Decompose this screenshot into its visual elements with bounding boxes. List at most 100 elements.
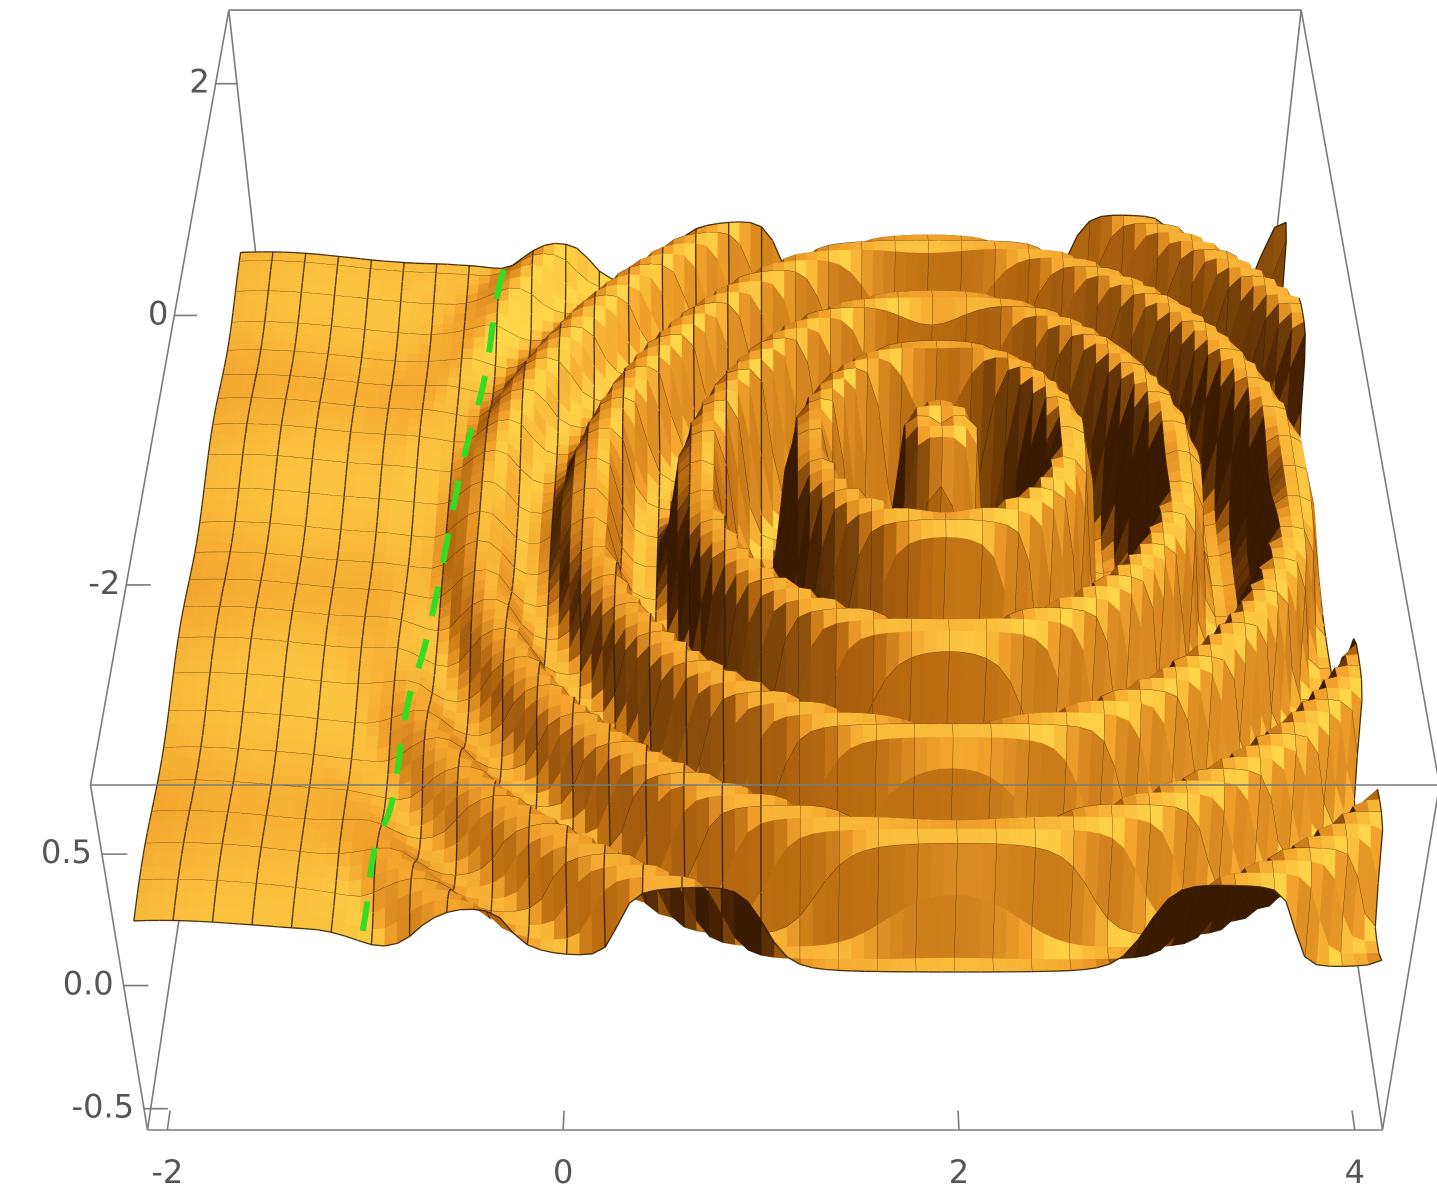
- surface-patch: [336, 266, 348, 277]
- surface-patch: [243, 444, 256, 455]
- surface-patch: [418, 447, 430, 459]
- surface-patch: [437, 377, 449, 386]
- surface-patch: [279, 368, 292, 377]
- surface-patch: [429, 352, 441, 361]
- surface-patch: [306, 410, 319, 420]
- surface-patch: [420, 325, 432, 335]
- surface-patch: [1160, 401, 1173, 412]
- mesh-line: [497, 302, 498, 313]
- surface-patch: [208, 444, 221, 455]
- surface-patch: [377, 311, 389, 322]
- surface-patch: [281, 416, 294, 426]
- surface-patch: [238, 341, 251, 350]
- surface-patch: [585, 458, 597, 469]
- surface-patch: [1073, 259, 1085, 267]
- surface-patch: [528, 543, 540, 554]
- mesh-line: [517, 518, 518, 529]
- surface-patch: [901, 342, 913, 349]
- surface-patch: [305, 253, 317, 263]
- surface-patch: [299, 303, 311, 314]
- surface-patch: [334, 285, 346, 296]
- surface-patch: [282, 514, 295, 526]
- surface-patch: [249, 261, 261, 271]
- surface-patch: [313, 273, 325, 284]
- surface-patch: [356, 391, 369, 400]
- surface-patch: [374, 341, 386, 352]
- surface-patch: [284, 491, 297, 504]
- surface-patch: [359, 453, 372, 465]
- mesh-line: [519, 483, 520, 495]
- mesh-line: [414, 491, 415, 502]
- surface-patch: [238, 261, 250, 271]
- surface-patch: [224, 415, 237, 424]
- surface-patch: [447, 264, 459, 274]
- surface-patch: [265, 456, 278, 468]
- surface-patch: [230, 322, 242, 332]
- surface-patch: [421, 548, 434, 559]
- surface-patch: [422, 304, 434, 315]
- surface-patch: [234, 367, 247, 375]
- surface-patch: [423, 293, 435, 304]
- mesh-line: [555, 243, 566, 244]
- surface-patch: [329, 518, 342, 530]
- surface-patch: [315, 353, 328, 363]
- surface-patch: [314, 438, 327, 449]
- surface-patch: [414, 378, 426, 386]
- surface-patch: [320, 494, 333, 507]
- surface-patch: [341, 519, 354, 531]
- surface-patch: [651, 254, 662, 265]
- surface-patch: [386, 417, 399, 426]
- surface-patch: [345, 474, 358, 486]
- mesh-line: [463, 331, 464, 340]
- surface-patch: [263, 467, 276, 479]
- surface-patch: [406, 446, 419, 458]
- surface-patch: [468, 275, 480, 285]
- surface-patch: [284, 333, 296, 343]
- surface-patch: [333, 473, 346, 485]
- surface-patch: [1212, 596, 1225, 607]
- surface-patch: [376, 408, 389, 417]
- mesh-line: [466, 304, 467, 313]
- mesh-line: [430, 335, 431, 344]
- surface-patch: [227, 477, 240, 488]
- surface-patch: [435, 273, 447, 284]
- surface-patch: [242, 543, 255, 553]
- surface-patch: [1028, 249, 1040, 259]
- surface-patch: [272, 342, 285, 351]
- surface-patch: [273, 332, 285, 342]
- surface-patch: [427, 470, 439, 483]
- mesh-line: [486, 427, 487, 435]
- surface-patch: [361, 552, 374, 562]
- surface-patch: [327, 540, 340, 551]
- surface-patch: [617, 275, 628, 286]
- surface-patch: [411, 525, 424, 537]
- surface-patch: [224, 500, 237, 511]
- surface-patch: [938, 235, 950, 241]
- surface-patch: [931, 291, 943, 298]
- surface-patch: [443, 314, 455, 324]
- surface-patch: [223, 511, 236, 522]
- surface-patch: [411, 402, 423, 410]
- surface-patch: [300, 377, 313, 386]
- surface-patch: [344, 389, 357, 398]
- surface-patch: [959, 342, 971, 348]
- surface-patch: [268, 367, 281, 375]
- surface-patch: [404, 370, 416, 378]
- surface-patch: [294, 409, 307, 419]
- mesh-line: [584, 489, 585, 499]
- surface-patch: [325, 363, 338, 372]
- surface-patch: [342, 405, 355, 414]
- surface-patch: [372, 434, 385, 444]
- surface-patch: [402, 386, 414, 394]
- surface-patch: [1252, 276, 1265, 286]
- mesh-line: [515, 549, 516, 559]
- surface-patch: [237, 350, 250, 359]
- surface-patch: [292, 360, 305, 369]
- surface-patch: [284, 400, 297, 409]
- surface-patch: [390, 291, 402, 302]
- surface-patch: [983, 241, 995, 250]
- surface-patch: [441, 333, 453, 344]
- surface-patch: [302, 272, 314, 283]
- mesh-line: [448, 264, 459, 265]
- surface-patch: [279, 435, 292, 446]
